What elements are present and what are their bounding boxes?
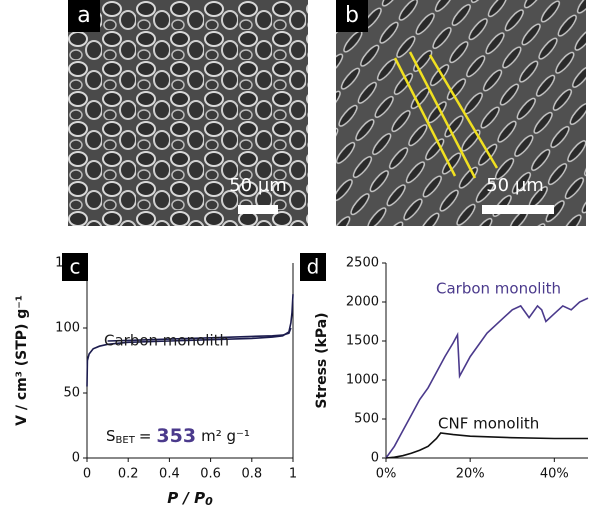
sem-image <box>336 0 586 226</box>
panel-a: a 50 µm <box>68 0 308 226</box>
y-axis-label: V / cm³ (STP) g⁻¹ <box>14 295 30 426</box>
sa-value: 353 <box>156 425 196 447</box>
sa-subscript: BET <box>116 435 136 446</box>
data-line <box>385 432 588 459</box>
arrow <box>408 51 477 179</box>
chart-d: 0 500 1000 1500 2000 2500 0% 20% 40% d Stress (kPa… <box>300 253 589 482</box>
x-tick-label: 0.6 <box>200 467 221 482</box>
panel-label-box <box>68 0 100 32</box>
x-tick-label: 0.2 <box>118 467 139 482</box>
x-tick-label: 40% <box>540 467 569 482</box>
x-tick-label: 0 <box>83 467 91 482</box>
sa-equals: = <box>139 427 152 445</box>
sa-symbol: S <box>106 427 116 445</box>
y-tick-label: 2500 <box>346 256 379 271</box>
y-tick-label: 2000 <box>346 295 379 310</box>
panel-label-box <box>300 253 326 281</box>
x-axis-label-sub: 0 <box>205 495 213 508</box>
sem-image <box>68 0 308 226</box>
arrow <box>393 57 457 177</box>
data-line <box>86 294 294 387</box>
scale-bar <box>238 205 278 214</box>
x-tick-label: 0% <box>376 467 397 482</box>
legend-label: CNF monolith <box>438 415 539 433</box>
scale-bar-label: 50 µm <box>229 175 287 196</box>
y-tick-label: 1500 <box>346 334 379 349</box>
data-line <box>385 297 589 459</box>
x-tick-label: 1 <box>289 467 297 482</box>
scale-bar-label: 50 µm <box>486 175 544 196</box>
panel-label: a <box>77 3 90 28</box>
panel-b: b 50 µm <box>336 0 586 226</box>
x-axis-label: P / P0 <box>167 489 213 509</box>
scale-bar <box>482 205 554 214</box>
y-tick-label: 0 <box>72 451 80 466</box>
y-tick-label: 50 <box>63 386 80 401</box>
panel-label-box <box>62 253 88 281</box>
data-line <box>107 327 292 342</box>
annotation: Carbon monolith <box>104 332 229 350</box>
y-tick-label: 1000 <box>346 373 379 388</box>
y-tick-label: 100 <box>55 321 80 336</box>
legend-label: Carbon monolith <box>436 280 561 298</box>
arrow <box>428 54 499 169</box>
panel-label: c <box>70 255 81 279</box>
panel-label-box <box>336 0 368 32</box>
x-tick-label: 0.4 <box>159 467 180 482</box>
panel-label: b <box>345 3 359 28</box>
x-tick-label: 20% <box>456 467 485 482</box>
surface-area: SBET = 353 m² g⁻¹ <box>106 425 250 447</box>
panel-label: d <box>307 255 320 279</box>
y-tick-label: 500 <box>354 412 379 427</box>
y-tick-label: 0 <box>371 451 379 466</box>
x-tick-label: 0.8 <box>241 467 262 482</box>
arrows <box>393 51 499 179</box>
x-axis-label-main: P / P <box>167 489 205 507</box>
sa-unit: m² g⁻¹ <box>201 427 250 445</box>
y-axis-label: Stress (kPa) <box>314 312 330 408</box>
